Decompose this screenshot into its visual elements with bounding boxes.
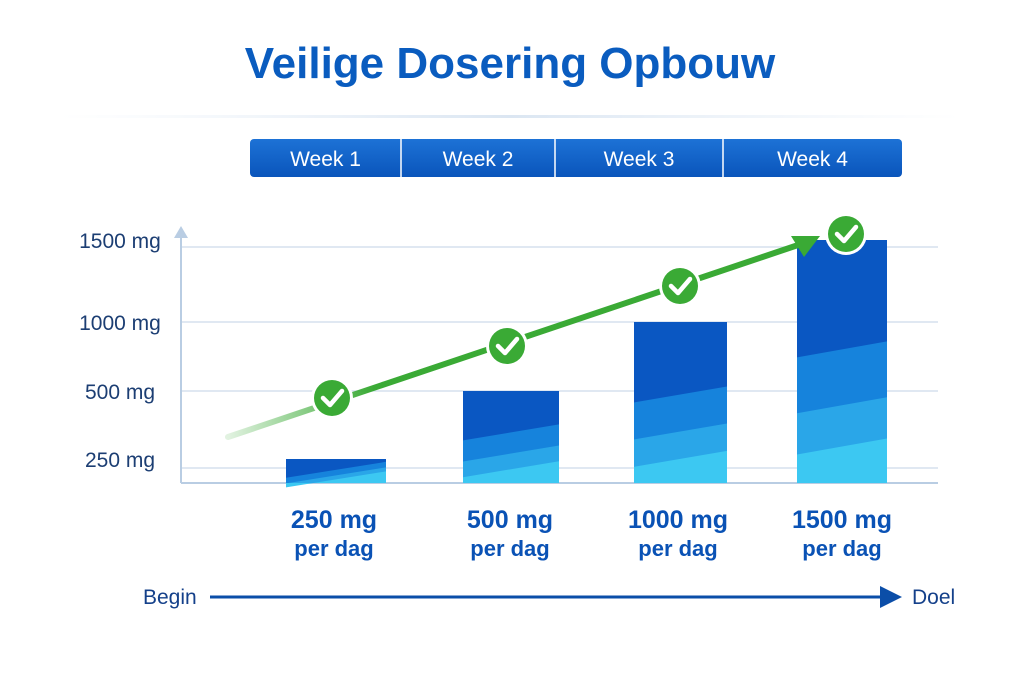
week-header: Week 1 Week 2 Week 3 Week 4 <box>250 139 902 177</box>
bar-shade <box>797 438 887 483</box>
bars <box>286 240 887 488</box>
category-value-label: 1500 mg <box>792 506 892 534</box>
bar <box>463 391 559 483</box>
check-mark <box>834 224 859 244</box>
check-icon <box>659 265 701 307</box>
y-tick-label: 1500 mg <box>79 230 161 253</box>
category-value-label: 500 mg <box>467 506 553 534</box>
week-label: Week 2 <box>443 148 514 171</box>
timeline-arrow-icon <box>880 586 902 608</box>
chart-title: Veilige Dosering Opbouw <box>245 39 776 88</box>
check-circle <box>662 268 698 304</box>
check-mark <box>320 388 345 408</box>
timeline: Begin Doel <box>143 586 955 609</box>
category-unit-label: per dag <box>470 536 549 561</box>
week-header-bar <box>250 139 902 177</box>
check-mark <box>668 276 693 296</box>
trend-arrowhead-icon <box>791 236 820 257</box>
check-circle <box>489 328 525 364</box>
bar <box>286 459 386 488</box>
category-unit-label: per dag <box>638 536 717 561</box>
check-circle <box>828 216 864 252</box>
timeline-start-label: Begin <box>143 586 197 609</box>
y-tick-label: 1000 mg <box>79 312 161 335</box>
y-tick-label: 500 mg <box>85 381 155 404</box>
check-icon <box>311 377 353 419</box>
check-mark <box>495 336 520 356</box>
week-label: Week 3 <box>604 148 675 171</box>
timeline-end-label: Doel <box>912 586 955 609</box>
bar <box>797 240 887 483</box>
title-separator <box>60 115 960 118</box>
bar-shade <box>286 471 386 488</box>
checkmarks <box>311 213 867 419</box>
bar-shade <box>463 461 559 483</box>
check-icon <box>825 213 867 255</box>
category-value-label: 1000 mg <box>628 506 728 534</box>
check-icon <box>486 325 528 367</box>
check-circle <box>314 380 350 416</box>
category-unit-label: per dag <box>802 536 881 561</box>
y-tick-label: 250 mg <box>85 449 155 472</box>
bar <box>634 322 727 483</box>
week-label: Week 4 <box>777 148 848 171</box>
week-label: Week 1 <box>290 148 361 171</box>
y-axis-arrow-icon <box>174 226 188 238</box>
category-value-label: 250 mg <box>291 506 377 534</box>
bar-shade <box>634 450 727 483</box>
category-unit-label: per dag <box>294 536 373 561</box>
